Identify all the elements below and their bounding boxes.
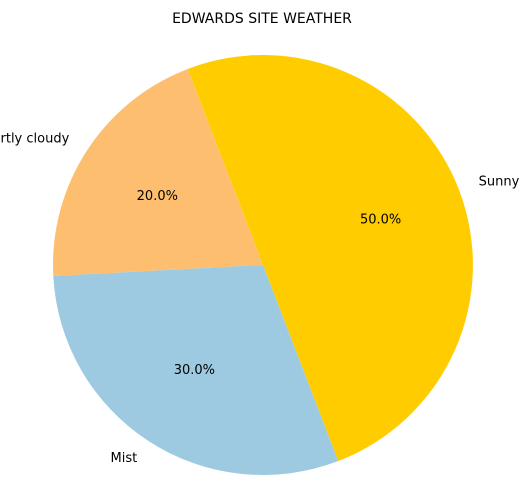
pie-labels: Sunny 50.0% Partly cloudy 20.0% Mist 30.0% (0, 132, 520, 467)
slice-percent-sunny: 50.0% (360, 212, 401, 227)
slice-percent-partly-cloudy: 20.0% (137, 189, 178, 204)
slice-label-sunny: Sunny (479, 175, 520, 190)
pie-slices (52, 55, 473, 475)
slice-label-partly-cloudy: Partly cloudy (0, 132, 70, 147)
pie-slice-sunny (187, 55, 473, 462)
pie-slice-partly-cloudy (52, 68, 263, 276)
pie-slice-mist (53, 265, 339, 475)
slice-percent-mist: 30.0% (174, 363, 215, 378)
chart-title: EDWARDS SITE WEATHER (172, 11, 352, 27)
slice-label-mist: Mist (110, 451, 137, 466)
